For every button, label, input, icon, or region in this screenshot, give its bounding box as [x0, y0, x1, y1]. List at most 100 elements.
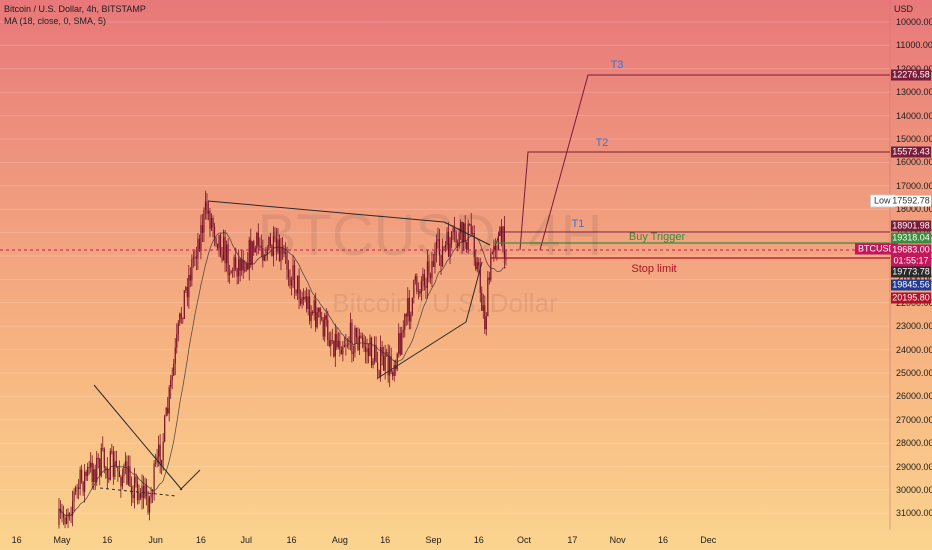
buy-price-tag: 19318.04: [891, 232, 931, 244]
candle-body: [174, 347, 176, 364]
candle-body: [124, 461, 127, 467]
label-t2: T2: [595, 137, 609, 149]
candle-body: [322, 320, 324, 337]
blue-price-tag: 19845.56: [891, 279, 931, 291]
candle-body: [155, 462, 157, 464]
candle-body: [78, 487, 80, 489]
candle-body: [247, 263, 249, 270]
candle-body: [354, 328, 356, 353]
candle-body: [197, 238, 199, 259]
candle-body: [204, 201, 207, 211]
candle-body: [496, 249, 498, 251]
candle-body: [74, 487, 77, 492]
candle-body: [485, 316, 487, 330]
candle-body: [425, 286, 427, 288]
candle-body: [467, 223, 469, 250]
y-tick-label: 25000.00: [896, 368, 932, 378]
candle-body: [426, 261, 429, 288]
candle-body: [235, 257, 237, 269]
candle-body: [296, 275, 299, 294]
y-tick-label: 15000.00: [896, 134, 932, 144]
x-tick-label: Oct: [517, 535, 532, 545]
candle-body: [96, 457, 98, 482]
candle-body: [484, 305, 486, 330]
candle-body: [173, 363, 175, 376]
candle-body: [411, 297, 413, 315]
dashed-support: [99, 487, 177, 497]
candle-body: [299, 298, 302, 304]
candle-body: [399, 333, 401, 355]
candle-body: [292, 265, 294, 281]
candle-body: [358, 335, 361, 351]
candle-body: [241, 259, 243, 271]
red-price-tag: 20195.80: [891, 292, 931, 304]
candle-body: [179, 313, 181, 323]
candle-body: [478, 262, 480, 266]
candle-body: [491, 252, 493, 255]
symbol-tag: BTCUSD: [855, 243, 899, 255]
candle-body: [417, 291, 419, 292]
candle-body: [152, 493, 154, 495]
x-tick-label: May: [53, 535, 71, 545]
candle-body: [253, 241, 255, 253]
label-stop-limit: Stop limit: [631, 263, 677, 275]
y-tick-label: 11000.00: [896, 40, 932, 51]
candle-body: [278, 239, 281, 262]
candle-body: [268, 237, 270, 250]
candle-body: [248, 239, 250, 270]
stop-price-tag: 19773.78: [891, 266, 931, 278]
candle-body: [343, 345, 345, 347]
candle-body: [352, 352, 355, 354]
candle-body: [266, 249, 268, 255]
candle-body: [375, 345, 377, 363]
candle-body: [167, 407, 169, 414]
y-tick-label: 17000.00: [896, 180, 932, 191]
candle-body: [324, 315, 326, 337]
candle-body: [195, 256, 197, 259]
y-tick-label: 31000.00: [896, 508, 932, 519]
candle-body: [408, 297, 410, 322]
x-tick-label: Aug: [331, 535, 348, 545]
candle-body: [177, 322, 179, 335]
candle-body: [286, 252, 288, 270]
x-tick-label: Jul: [240, 535, 252, 545]
candle-body: [73, 491, 75, 502]
candle-body: [87, 467, 89, 477]
candle-body: [180, 313, 182, 319]
candle-body: [93, 469, 95, 483]
y-tick-label: 28000.00: [896, 438, 932, 449]
candle-body: [393, 364, 395, 377]
candle-body: [233, 257, 235, 271]
candle-body: [68, 513, 71, 515]
candle-body: [106, 467, 108, 479]
candle-body: [260, 245, 262, 249]
candle-body: [333, 340, 335, 357]
candle-body: [309, 296, 311, 321]
candle-body: [85, 471, 87, 477]
candle-body: [435, 240, 438, 252]
candle-body: [434, 251, 436, 267]
indicator-legend[interactable]: MA (18, close, 0, SMA, 5): [4, 16, 107, 26]
candle-body: [349, 322, 352, 343]
candle-body: [499, 227, 501, 236]
x-tick-label: Nov: [609, 535, 626, 545]
candle-body: [158, 444, 160, 457]
candle-body: [142, 485, 145, 498]
candle-body: [58, 508, 60, 526]
candle-body: [455, 231, 457, 243]
candle-body: [111, 451, 113, 452]
candle-body: [378, 370, 380, 377]
x-tick-label: 16: [102, 535, 113, 545]
candle-body: [500, 227, 503, 245]
candle-body: [250, 239, 252, 265]
symbol-title[interactable]: Bitcoin / U.S. Dollar, 4h, BITSTAMP: [4, 4, 146, 14]
candle-body: [84, 471, 86, 492]
candle-body: [470, 224, 472, 234]
candle-body: [479, 265, 481, 293]
candle-body: [289, 277, 291, 286]
candle-body: [62, 513, 65, 518]
candle-body: [331, 340, 333, 341]
candle-body: [213, 226, 216, 239]
